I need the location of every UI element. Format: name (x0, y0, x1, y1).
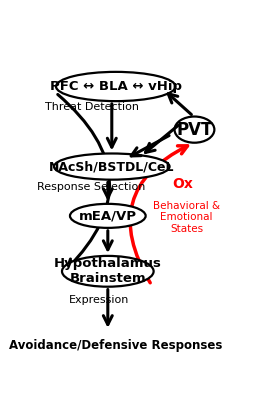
Text: mEA/VP: mEA/VP (79, 209, 137, 222)
Text: Response Selection: Response Selection (37, 182, 145, 192)
Text: Hypothalamus
Brainstem: Hypothalamus Brainstem (54, 257, 162, 285)
Ellipse shape (175, 116, 214, 143)
Text: Threat Detection: Threat Detection (45, 102, 139, 112)
Text: Expression: Expression (69, 295, 129, 305)
Text: PFC ↔ BLA ↔ vHip: PFC ↔ BLA ↔ vHip (50, 80, 182, 93)
Text: Ox: Ox (172, 177, 193, 191)
Ellipse shape (56, 72, 176, 101)
Text: Behavioral &
Emotional
States: Behavioral & Emotional States (153, 201, 220, 234)
Text: NAcSh/BSTDL/CeL: NAcSh/BSTDL/CeL (49, 160, 175, 173)
Ellipse shape (54, 154, 170, 180)
Text: PVT: PVT (176, 121, 213, 139)
Ellipse shape (70, 204, 146, 228)
Ellipse shape (62, 256, 154, 287)
Text: Avoidance/Defensive Responses: Avoidance/Defensive Responses (9, 339, 223, 352)
